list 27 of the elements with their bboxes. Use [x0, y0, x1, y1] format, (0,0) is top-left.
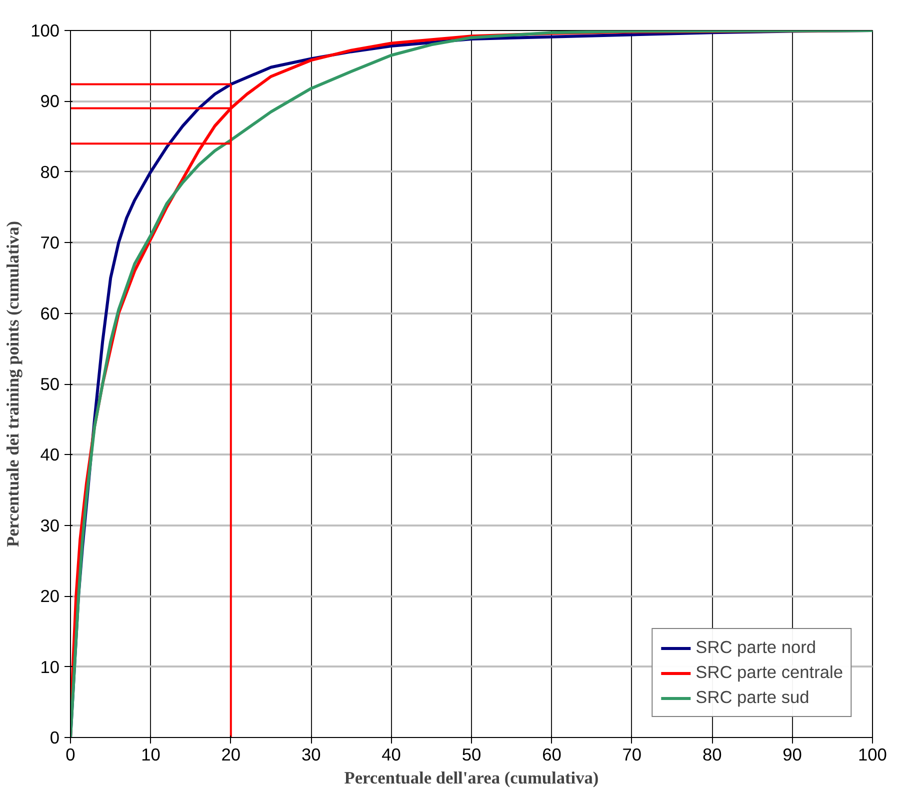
- legend-label: SRC parte nord: [696, 637, 816, 658]
- y-tick-label: 80: [40, 162, 60, 182]
- y-tick-label: 100: [30, 20, 60, 40]
- x-tick-label: 80: [702, 744, 722, 764]
- legend-label: SRC parte centrale: [696, 662, 843, 683]
- y-tick-label: 40: [40, 444, 60, 465]
- x-axis-title: Percentuale dell'area (cumulativa): [344, 768, 599, 788]
- y-axis-title: Percentuale dei training points (cumulativa): [4, 220, 23, 548]
- y-tick-label: 90: [40, 91, 60, 112]
- x-tick-label: 60: [542, 744, 562, 764]
- x-tick-label: 40: [382, 744, 401, 764]
- y-tick-label: 30: [40, 515, 60, 536]
- y-tick-label: 20: [40, 586, 60, 606]
- x-tick-label: 10: [141, 744, 160, 764]
- y-tick-label: 70: [40, 232, 60, 253]
- x-tick-label: 0: [66, 744, 76, 764]
- y-tick-label: 60: [40, 303, 60, 324]
- x-tick-label: 70: [622, 744, 642, 764]
- x-tick-label: 20: [221, 744, 241, 764]
- y-tick-label: 10: [40, 656, 60, 677]
- x-tick-label: 30: [301, 744, 321, 764]
- x-tick-label: 100: [858, 744, 887, 764]
- legend-label: SRC parte sud: [696, 687, 810, 708]
- x-tick-label: 50: [462, 744, 482, 764]
- x-tick-label: 90: [782, 744, 802, 764]
- y-tick-label: 50: [40, 374, 60, 394]
- y-tick-label: 0: [50, 728, 60, 748]
